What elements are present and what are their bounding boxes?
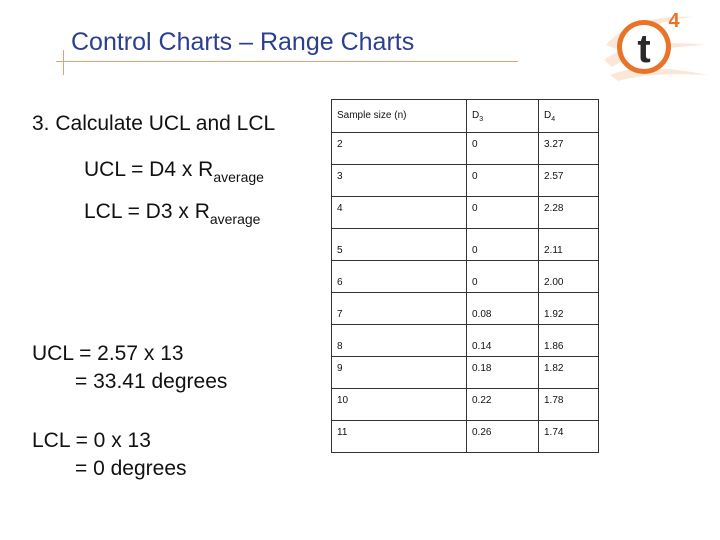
header-d3-subscript: 3 bbox=[479, 116, 484, 123]
ucl-formula-subscript: average bbox=[213, 169, 264, 185]
logo-letter: t bbox=[637, 27, 650, 71]
table-row: 9 0.18 1.82 bbox=[331, 356, 599, 389]
lcl-formula-text: LCL = D3 x R bbox=[84, 200, 210, 223]
cell-d4: 3.27 bbox=[538, 132, 599, 165]
cell-sample-size: 7 bbox=[331, 292, 467, 325]
header-d3: D3 bbox=[466, 99, 539, 133]
lcl-calculation: LCL = 0 x 13 = 0 degrees bbox=[32, 427, 187, 483]
title-tick-mark bbox=[63, 50, 64, 75]
cell-d4: 2.00 bbox=[538, 260, 599, 293]
cell-sample-size: 4 bbox=[331, 196, 467, 229]
cell-d3: 0 bbox=[466, 228, 539, 261]
header-d3-text: D bbox=[472, 110, 480, 121]
table-row: 2 0 3.27 bbox=[331, 132, 599, 165]
logo-superscript: 4 bbox=[668, 10, 680, 32]
cell-d3: 0.18 bbox=[466, 356, 539, 389]
cell-d3: 0 bbox=[466, 164, 539, 197]
table-row: 8 0.14 1.86 bbox=[331, 324, 599, 357]
cell-d4: 2.11 bbox=[538, 228, 599, 261]
cell-d3: 0.22 bbox=[466, 388, 539, 421]
header-d4-subscript: 4 bbox=[551, 116, 556, 123]
ucl-calculation-line2: = 33.41 degrees bbox=[75, 370, 228, 393]
table-row: 10 0.22 1.78 bbox=[331, 388, 599, 421]
cell-d4: 1.92 bbox=[538, 292, 599, 325]
ucl-formula-text: UCL = D4 x R bbox=[84, 158, 214, 181]
cell-d3: 0.14 bbox=[466, 324, 539, 357]
header-sample-size: Sample size (n) bbox=[331, 99, 467, 133]
cell-d3: 0 bbox=[466, 196, 539, 229]
cell-d4: 1.74 bbox=[538, 420, 599, 453]
cell-d3: 0 bbox=[466, 260, 539, 293]
cell-d3: 0.26 bbox=[466, 420, 539, 453]
ucl-calculation: UCL = 2.57 x 13 = 33.41 degrees bbox=[32, 340, 227, 396]
cell-sample-size: 9 bbox=[331, 356, 467, 389]
table-header-row: Sample size (n) D3 D4 bbox=[331, 99, 599, 133]
lcl-formula: LCL = D3 x Raverage bbox=[84, 200, 261, 227]
cell-d4: 2.57 bbox=[538, 164, 599, 197]
cell-sample-size: 8 bbox=[331, 324, 467, 357]
logo-inner-circle bbox=[622, 25, 666, 69]
lcl-calculation-line2: = 0 degrees bbox=[75, 457, 187, 480]
cell-sample-size: 10 bbox=[331, 388, 467, 421]
step-heading: 3. Calculate UCL and LCL bbox=[32, 112, 276, 135]
table-row: 4 0 2.28 bbox=[331, 196, 599, 229]
ucl-calculation-line1: UCL = 2.57 x 13 bbox=[32, 342, 184, 365]
title-underline bbox=[56, 61, 518, 62]
ucl-formula: UCL = D4 x Raverage bbox=[84, 158, 264, 185]
cell-sample-size: 11 bbox=[331, 420, 467, 453]
slide-title: Control Charts – Range Charts bbox=[71, 28, 415, 56]
table-row: 3 0 2.57 bbox=[331, 164, 599, 197]
control-chart-constants-table: Sample size (n) D3 D4 2 0 3.27 3 0 2.57 4 0 2.… bbox=[331, 99, 599, 453]
table-row: 11 0.26 1.74 bbox=[331, 420, 599, 453]
cell-d4: 1.78 bbox=[538, 388, 599, 421]
table-row: 5 0 2.11 bbox=[331, 228, 599, 261]
cell-sample-size: 5 bbox=[331, 228, 467, 261]
lcl-calculation-line1: LCL = 0 x 13 bbox=[32, 429, 151, 452]
header-d4: D4 bbox=[538, 99, 599, 133]
cell-sample-size: 3 bbox=[331, 164, 467, 197]
t4-logo-icon: t 4 bbox=[604, 10, 708, 81]
cell-d4: 1.86 bbox=[538, 324, 599, 357]
table-row: 7 0.08 1.92 bbox=[331, 292, 599, 325]
cell-d3: 0.08 bbox=[466, 292, 539, 325]
cell-d3: 0 bbox=[466, 132, 539, 165]
cell-sample-size: 2 bbox=[331, 132, 467, 165]
table-row: 6 0 2.00 bbox=[331, 260, 599, 293]
cell-d4: 1.82 bbox=[538, 356, 599, 389]
lcl-formula-subscript: average bbox=[209, 211, 261, 227]
header-d4-text: D bbox=[544, 110, 552, 121]
cell-sample-size: 6 bbox=[331, 260, 467, 293]
cell-d4: 2.28 bbox=[538, 196, 599, 229]
